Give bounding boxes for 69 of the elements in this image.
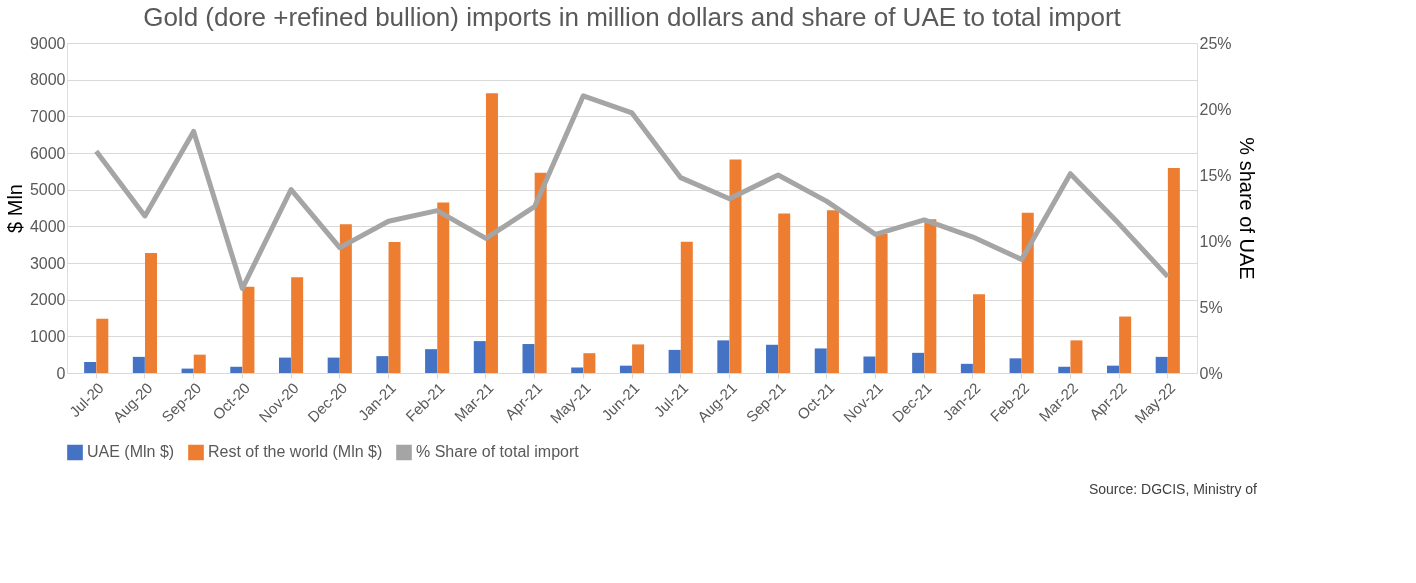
- bar: [1119, 316, 1132, 373]
- y-tick-label: 0: [56, 364, 66, 382]
- bar: [534, 172, 547, 373]
- bar: [668, 349, 681, 373]
- bar: [96, 318, 109, 373]
- y2-tick-label: 20%: [1199, 100, 1232, 118]
- bar: [473, 341, 486, 373]
- bar: [327, 357, 340, 373]
- bar: [912, 352, 925, 373]
- bar: [766, 344, 779, 373]
- bar: [84, 362, 97, 373]
- bar: [571, 367, 584, 373]
- bar: [924, 219, 937, 373]
- bar: [717, 340, 730, 373]
- bar: [181, 368, 194, 373]
- bar: [778, 213, 791, 373]
- bar: [1106, 365, 1119, 373]
- source-note: Source: DGCIS, Ministry of: [1088, 481, 1258, 497]
- bar: [1058, 366, 1071, 373]
- bar: [437, 202, 450, 373]
- bar: [680, 241, 693, 373]
- y2-tick-label: 0%: [1199, 364, 1223, 382]
- y-tick-label: 6000: [29, 144, 66, 162]
- bar: [522, 344, 535, 373]
- y2-tick-label: 25%: [1199, 34, 1232, 52]
- bar: [973, 294, 986, 373]
- bar: [583, 353, 596, 373]
- bar: [291, 277, 304, 373]
- bar: [376, 356, 389, 373]
- bar: [1070, 340, 1083, 373]
- bar: [388, 242, 401, 373]
- bar: [132, 356, 145, 373]
- legend-label: % Share of total import: [416, 443, 580, 461]
- bar: [425, 349, 438, 373]
- legend-label: Rest of the world (Mln $): [208, 443, 383, 461]
- y-tick-label: 4000: [29, 217, 66, 235]
- y-tick-label: 9000: [29, 34, 66, 52]
- y-tick-label: 8000: [29, 71, 66, 89]
- bar: [1167, 168, 1180, 373]
- y-tick-label: 1000: [29, 327, 66, 345]
- bar: [875, 233, 888, 373]
- bar: [863, 356, 876, 373]
- y2-tick-label: 10%: [1199, 232, 1232, 250]
- y-tick-label: 7000: [29, 107, 66, 125]
- bar: [242, 286, 255, 373]
- legend-label: UAE (Mln $): [87, 443, 175, 461]
- bar: [230, 366, 243, 373]
- bar: [632, 344, 645, 373]
- bar: [1021, 212, 1034, 373]
- bar: [278, 357, 291, 373]
- y-axis-title: $ Mln: [3, 184, 26, 233]
- bar: [1009, 358, 1022, 373]
- bar: [193, 354, 206, 373]
- y-tick-label: 2000: [29, 291, 66, 309]
- y2-tick-label: 5%: [1199, 298, 1223, 316]
- bar: [1155, 356, 1168, 373]
- bar: [960, 363, 973, 373]
- bar: [485, 93, 498, 373]
- bar: [814, 348, 827, 373]
- bar: [339, 224, 352, 373]
- y2-tick-label: 15%: [1199, 166, 1232, 184]
- bar: [619, 365, 632, 373]
- y-tick-label: 3000: [29, 254, 66, 272]
- bar: [826, 210, 839, 373]
- y2-axis-title: % share of UAE: [1235, 137, 1258, 280]
- bar: [729, 159, 742, 373]
- y-tick-label: 5000: [29, 181, 66, 199]
- chart-title: Gold (dore +refined bullion) imports in million dollars and share of UAE to total import: [143, 2, 1122, 32]
- bar: [145, 253, 158, 373]
